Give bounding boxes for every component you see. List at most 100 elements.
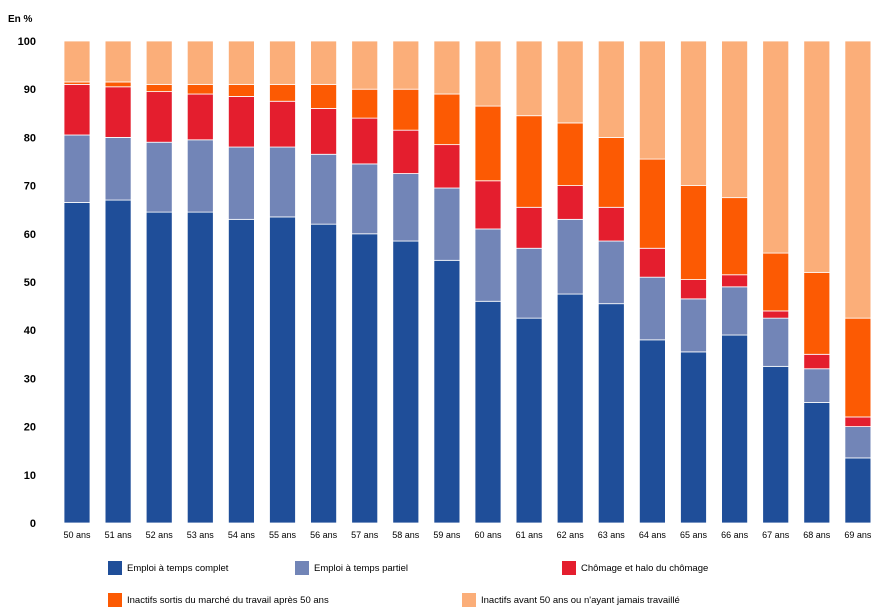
legend-swatch (108, 561, 122, 575)
bar-segment (762, 40, 790, 254)
bar-segment (597, 136, 625, 208)
legend-label: Inactifs avant 50 ans ou n'ayant jamais … (481, 595, 680, 606)
bar-segment (844, 416, 872, 427)
bar-segment (680, 40, 707, 187)
bar-segment (597, 40, 625, 138)
bar-segment (145, 141, 173, 213)
legend-swatch (562, 561, 576, 575)
x-tick-label: 69 ans (844, 530, 872, 540)
legend-label: Emploi à temps complet (127, 563, 229, 574)
bar-segment (515, 115, 543, 208)
bar-segment (474, 300, 502, 524)
bar-segment (556, 122, 584, 187)
bar-segment (639, 158, 666, 249)
bar-segment (803, 402, 831, 524)
bar-segment (433, 93, 461, 146)
bar-segment (680, 185, 707, 280)
bar-segment (803, 271, 831, 355)
bar-segment (639, 247, 666, 278)
bar-segment (145, 83, 173, 93)
x-tick-label: 57 ans (351, 530, 379, 540)
bar-segment (63, 83, 91, 136)
bar-segment (145, 40, 173, 85)
bar-segment (310, 83, 338, 109)
bar-segment (844, 317, 872, 418)
bar-segment (556, 218, 584, 295)
y-tick-label: 30 (24, 373, 36, 385)
x-tick-label: 56 ans (310, 530, 338, 540)
legend-label: Emploi à temps partiel (314, 563, 408, 574)
bar-segment (269, 83, 296, 102)
bar-segment (721, 334, 748, 524)
x-tick-label: 54 ans (228, 530, 256, 540)
legend: Emploi à temps complet Emploi à temps par… (108, 561, 708, 607)
bar-segment (762, 365, 790, 524)
y-tick-label: 80 (24, 132, 36, 144)
bar-segment (803, 353, 831, 370)
x-tick-label: 68 ans (803, 530, 831, 540)
x-tick-label: 67 ans (762, 530, 790, 540)
bar-segment (803, 40, 831, 273)
bar-segment (227, 83, 255, 97)
bar-segment (351, 233, 379, 524)
bar-segment (680, 279, 707, 300)
bar-segment (104, 199, 132, 524)
x-tick-label: 64 ans (639, 530, 667, 540)
bar-segment (597, 303, 625, 524)
x-tick-label: 62 ans (557, 530, 585, 540)
bar-segment (145, 211, 173, 524)
legend-swatch (108, 593, 122, 607)
legend-label: Inactifs sortis du marché du travail apr… (127, 595, 329, 606)
y-tick-label: 40 (24, 325, 36, 337)
x-tick-label: 61 ans (516, 530, 544, 540)
x-tick-label: 60 ans (474, 530, 502, 540)
bar-segment (63, 134, 91, 203)
bar-segment (63, 40, 91, 83)
bar-segment (310, 40, 338, 85)
bar-segment (515, 40, 543, 117)
y-tick-label: 100 (18, 36, 36, 48)
x-tick-label: 51 ans (105, 530, 133, 540)
y-tick-label: 90 (24, 84, 36, 96)
bar-segment (351, 88, 379, 119)
bar-segment (63, 202, 91, 524)
bar-segment (515, 247, 543, 319)
bar-segment (186, 83, 214, 95)
bar-segment (392, 129, 420, 174)
bar-segment (639, 40, 666, 160)
y-unit-label: En % (8, 14, 33, 25)
bar-segment (803, 368, 831, 403)
bar-segment (310, 223, 338, 524)
bar-segment (639, 276, 666, 341)
x-tick-label: 55 ans (269, 530, 297, 540)
bar-segment (597, 206, 625, 242)
bar-segment (474, 40, 502, 107)
legend-label: Chômage et halo du chômage (581, 563, 708, 574)
bar-segment (721, 40, 748, 199)
bar-segment (680, 351, 707, 524)
x-tick-label: 66 ans (721, 530, 749, 540)
x-tick-label: 53 ans (187, 530, 215, 540)
bar-segment (721, 274, 748, 288)
bar-segment (186, 211, 214, 524)
bar-segment (597, 240, 625, 305)
bar-segment (515, 317, 543, 524)
bar-segment (351, 163, 379, 235)
y-tick-label: 70 (24, 181, 36, 193)
x-tick-label: 58 ans (392, 530, 420, 540)
bar-segment (269, 40, 296, 85)
bar-segment (515, 206, 543, 249)
bar-segment (721, 197, 748, 276)
bar-segment (392, 88, 420, 131)
x-tick-label: 52 ans (146, 530, 174, 540)
bar-segment (269, 100, 296, 148)
bar-segment (844, 40, 872, 319)
bar-segment (227, 218, 255, 524)
y-tick-label: 0 (30, 518, 36, 530)
bar-segment (639, 339, 666, 524)
bar-segment (433, 40, 461, 95)
bar-segment (392, 173, 420, 242)
bar-segment (433, 259, 461, 524)
